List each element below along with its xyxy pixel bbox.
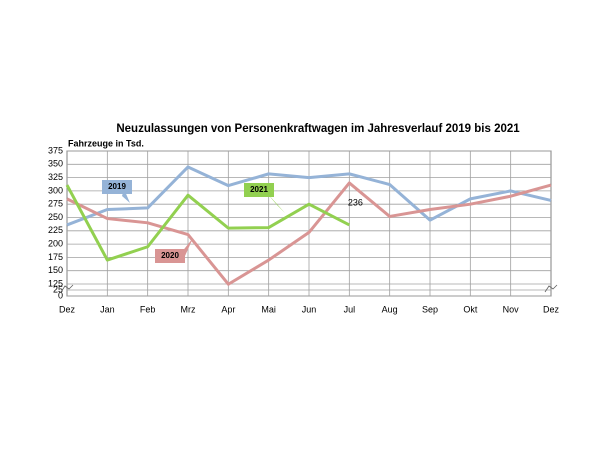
data-label: 236 bbox=[348, 197, 363, 207]
legend-pointer bbox=[266, 192, 285, 213]
x-tick-label: Jul bbox=[344, 304, 356, 314]
x-tick-label: Apr bbox=[221, 304, 235, 314]
y-tick-label: 250 bbox=[48, 212, 63, 222]
y-tick-label: 350 bbox=[48, 159, 63, 169]
x-tick-label: Nov bbox=[503, 304, 520, 314]
x-tick-label: Dez bbox=[59, 304, 76, 314]
axis-break bbox=[60, 284, 74, 293]
legend-swatch bbox=[102, 180, 132, 194]
y-tick-label: 200 bbox=[48, 238, 63, 248]
y-tick-label: 25 bbox=[53, 284, 63, 294]
legend-label: 2020 bbox=[161, 251, 179, 260]
series-line bbox=[66, 165, 552, 227]
y-tick-label: 275 bbox=[48, 199, 63, 209]
chart-title: Neuzulassungen von Personenkraftwagen im… bbox=[116, 123, 520, 135]
y-tick-label: 375 bbox=[48, 145, 63, 155]
y-tick-label: 150 bbox=[48, 265, 63, 275]
axis-break bbox=[544, 284, 558, 293]
y-tick-label: 300 bbox=[48, 185, 63, 195]
y-tick-label: 125 bbox=[48, 278, 63, 288]
y-tick-label: 175 bbox=[48, 252, 63, 262]
x-tick-label: Aug bbox=[382, 304, 398, 314]
x-tick-label: Dez bbox=[543, 304, 560, 314]
x-tick-label: Feb bbox=[140, 304, 156, 314]
x-tick-label: Mai bbox=[261, 304, 276, 314]
series-line bbox=[65, 184, 351, 262]
x-tick-label: Sep bbox=[422, 304, 438, 314]
x-tick-label: Jun bbox=[302, 304, 317, 314]
chart-subtitle: Fahrzeuge in Tsd. bbox=[68, 138, 144, 148]
y-tick-label: 0 bbox=[58, 290, 63, 300]
series-line bbox=[66, 181, 552, 286]
y-tick-label: 225 bbox=[48, 225, 63, 235]
legend-label: 2019 bbox=[108, 182, 126, 191]
x-tick-label: Mrz bbox=[181, 304, 196, 314]
legend-label: 2021 bbox=[250, 185, 268, 194]
legend-swatch bbox=[155, 249, 185, 263]
x-tick-label: Okt bbox=[463, 304, 478, 314]
legend-swatch bbox=[244, 183, 274, 197]
y-tick-label: 325 bbox=[48, 172, 63, 182]
x-tick-label: Jan bbox=[100, 304, 115, 314]
